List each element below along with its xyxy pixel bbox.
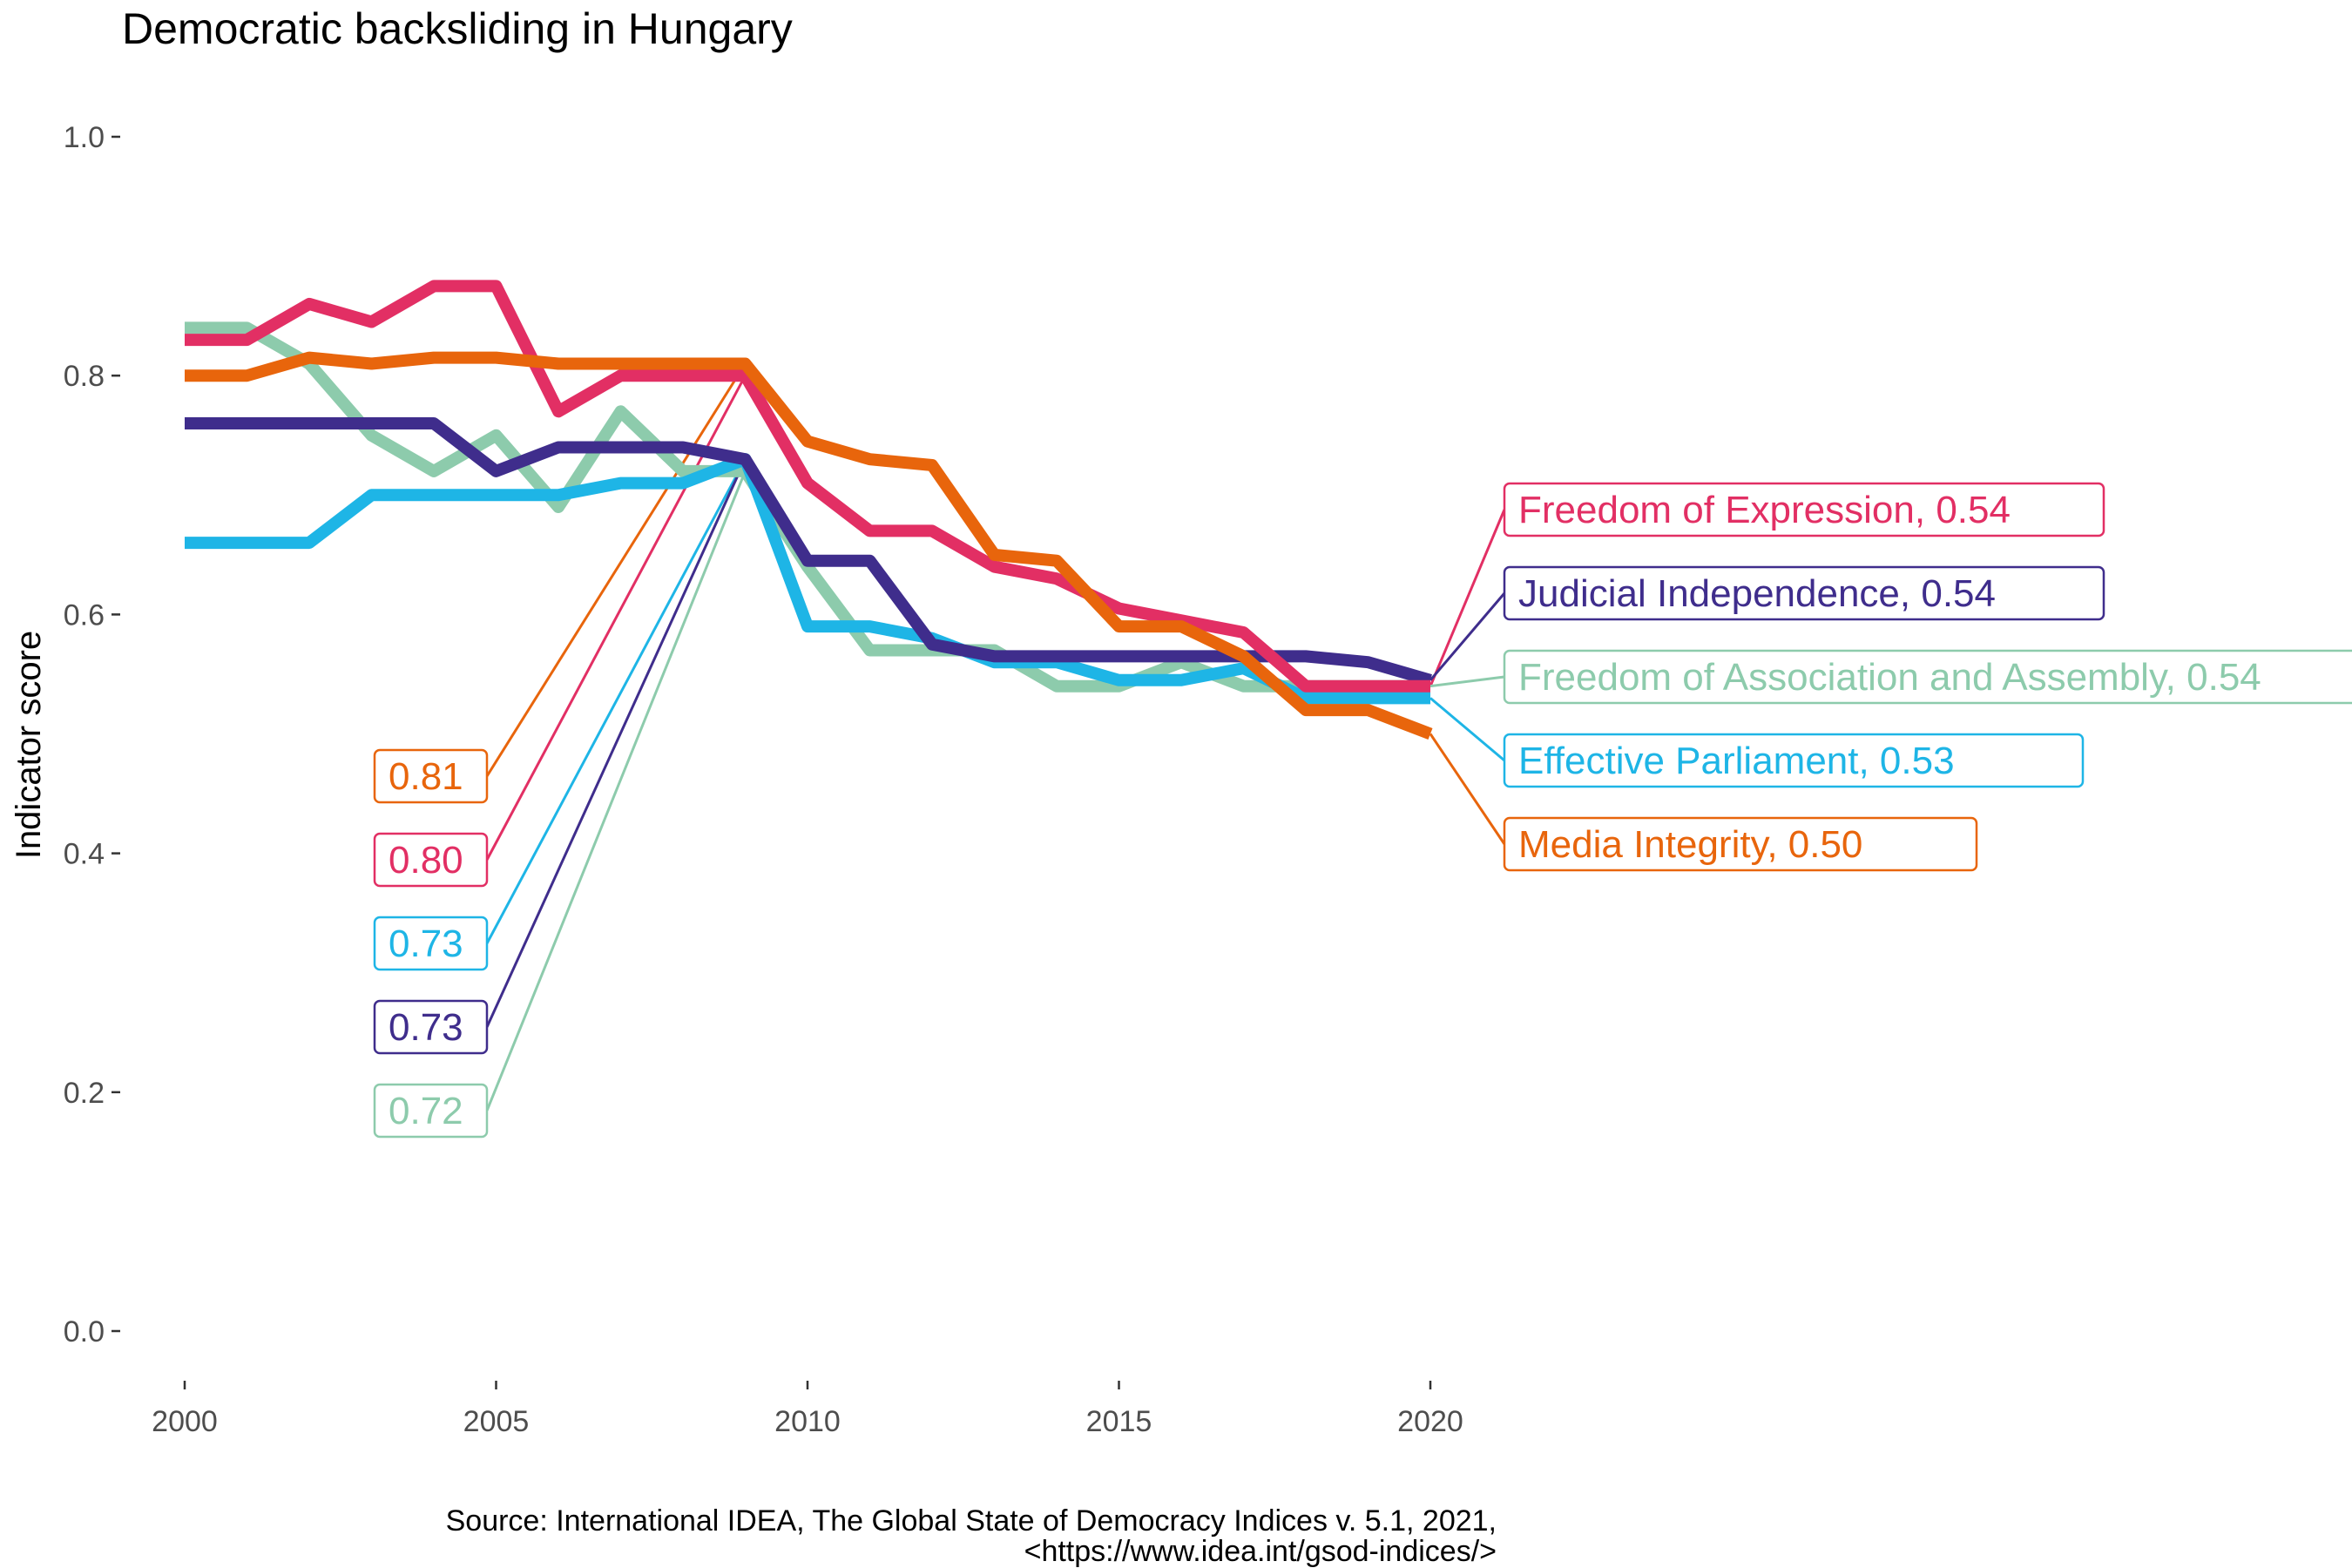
end-label: Freedom of Expression, 0.54 [1518,489,2011,531]
x-tick-label: 2020 [1397,1405,1463,1438]
chart-title: Democratic backsliding in Hungary [122,4,793,53]
end-label: Judicial Independence, 0.54 [1518,572,1996,615]
source-caption-line-1: Source: International IDEA, The Global S… [446,1504,1497,1538]
end-label: Freedom of Association and Assembly, 0.5… [1518,656,2261,699]
highlight-value-label-box [373,916,489,971]
end-connector [1429,675,1505,688]
y-axis-title: Indicator score [10,631,48,859]
series-line [185,351,1433,740]
highlight-connector [485,458,747,1028]
end-label-box [1503,482,2105,537]
highlight-value-label: 0.81 [389,755,463,798]
x-tick-label: 2015 [1086,1405,1152,1438]
highlight-connector [485,458,747,944]
highlight-connector [485,362,747,777]
series-line [185,453,1430,705]
end-label: Media Integrity, 0.50 [1518,823,1862,866]
y-tick-label: 0.0 [64,1315,105,1348]
y-tick-label: 0.4 [64,838,105,871]
highlight-value-label-box [373,748,489,804]
highlight-value-label: 0.80 [389,839,463,882]
y-tick-label: 1.0 [64,121,105,154]
highlight-value-label: 0.73 [389,923,463,965]
end-label-box [1503,733,2085,788]
label-connectors [485,362,1506,1112]
y-tick-label: 0.2 [64,1077,105,1110]
x-tick-label: 2010 [774,1405,841,1438]
end-connector [1429,697,1505,762]
highlight-value-label-box [373,1083,489,1139]
x-tick-label: 2000 [152,1405,218,1438]
y-axis: 0.0 0.2 0.4 0.6 0.8 1.0 [64,121,120,1348]
y-tick-label: 0.6 [64,598,105,632]
end-connector [1429,733,1506,845]
end-label-box [1503,649,2352,705]
end-connector [1429,592,1506,681]
end-label-box [1503,816,1978,872]
series-line [185,417,1432,686]
series-line [185,280,1430,693]
highlight-value-label-box [373,832,489,888]
highlight-connector [485,470,747,1112]
end-labels: Freedom of Expression, 0.54 Judicial Inde… [1503,482,2352,872]
end-label-box [1503,565,2105,621]
x-axis: 2000 2005 2010 2015 2020 [152,1381,1463,1438]
source-caption-line-2: <https://www.idea.int/gsod-indices/> [1024,1535,1497,1568]
end-label: Effective Parliament, 0.53 [1518,740,1955,782]
y-tick-label: 0.8 [64,360,105,393]
x-tick-label: 2005 [463,1405,530,1438]
highlight-value-label: 0.72 [389,1090,463,1132]
highlight-value-label: 0.73 [389,1006,463,1049]
end-connector [1429,509,1506,687]
highlight-value-label-box [373,999,489,1055]
highlight-labels: 0.81 0.80 0.73 0.73 0.72 [373,748,489,1139]
series-lines [185,280,1433,740]
